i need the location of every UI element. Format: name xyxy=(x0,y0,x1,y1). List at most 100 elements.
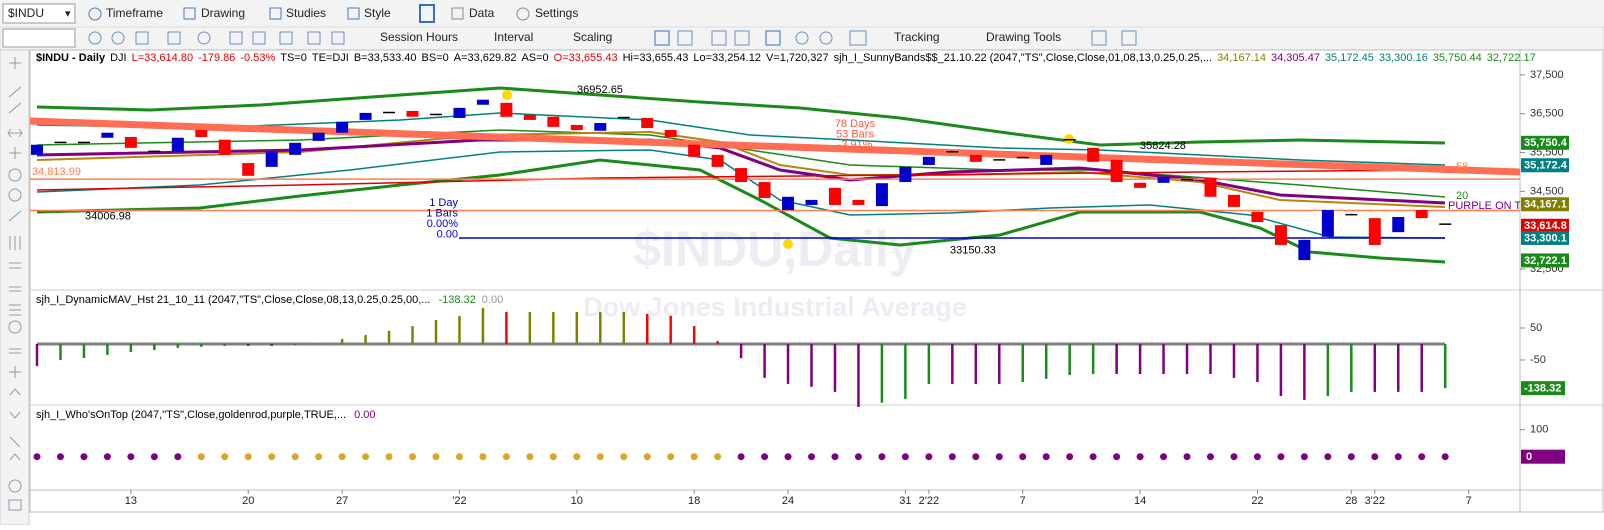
tool-icon[interactable] xyxy=(9,286,21,292)
ma-red xyxy=(36,169,1446,191)
candle xyxy=(805,199,818,205)
icon xyxy=(183,7,196,20)
tool-icon[interactable] xyxy=(9,57,21,69)
tool-icon[interactable] xyxy=(9,262,21,269)
menu-button[interactable]: Tracking xyxy=(894,30,940,44)
menu-button[interactable]: Timeframe xyxy=(106,6,163,20)
menu-button[interactable]: Scaling xyxy=(573,30,612,44)
tool-icon[interactable] xyxy=(8,210,22,222)
interval-box[interactable] xyxy=(2,28,76,48)
candle xyxy=(1251,211,1264,223)
header-field: V=1,720,327 xyxy=(766,52,829,64)
candle xyxy=(641,117,654,129)
menu-button[interactable]: Interval xyxy=(494,30,533,44)
candle xyxy=(594,123,607,131)
state-dot xyxy=(1183,453,1191,461)
tool-icon[interactable] xyxy=(9,304,21,316)
candle xyxy=(453,107,466,118)
state-dot xyxy=(1230,453,1238,461)
tool-icon[interactable] xyxy=(9,453,21,461)
icon xyxy=(1121,30,1137,46)
pane-value: -138.32 xyxy=(438,294,475,306)
tool-icon[interactable] xyxy=(8,320,22,334)
header-field: Hi=33,655.43 xyxy=(623,52,689,64)
band-upper xyxy=(36,86,1446,147)
header-field: 32,722.17 xyxy=(1487,52,1536,64)
tool-icon[interactable] xyxy=(9,236,21,250)
tool-icon[interactable] xyxy=(9,411,21,419)
tool-icon[interactable] xyxy=(8,168,22,182)
x-tick-label: 3'22 xyxy=(1365,495,1385,507)
measure-label: 78 Days xyxy=(835,118,876,130)
state-dot xyxy=(432,453,440,461)
candle xyxy=(782,196,795,210)
header-field: TE=DJI xyxy=(312,52,349,64)
menu-button[interactable]: Drawing Tools xyxy=(986,30,1061,44)
state-dot xyxy=(1394,453,1402,461)
tool-icon[interactable] xyxy=(7,128,23,138)
state-dot xyxy=(174,453,182,461)
menu-button[interactable]: Data xyxy=(469,6,495,20)
icon xyxy=(135,31,149,45)
candle xyxy=(664,130,677,137)
pane-value: 0.00 xyxy=(354,409,375,421)
icon xyxy=(347,7,360,20)
candle xyxy=(735,168,748,183)
menu-button[interactable]: Session Hours xyxy=(380,30,458,44)
tool-icon[interactable] xyxy=(8,479,22,493)
tool-icon[interactable] xyxy=(9,147,21,159)
price-box-label: 34,167.1 xyxy=(1524,199,1567,211)
menu-button[interactable]: Studies xyxy=(286,6,326,20)
state-dot xyxy=(338,453,346,461)
state-dot xyxy=(291,453,299,461)
icon xyxy=(677,30,693,46)
candle xyxy=(31,144,43,155)
signal-dot xyxy=(502,90,512,100)
toolbar-row2 xyxy=(0,26,1604,51)
tool-icon[interactable] xyxy=(8,102,22,114)
measure-label: 1 Day xyxy=(429,197,458,209)
candle xyxy=(1110,159,1123,183)
header-field: DJI xyxy=(110,52,127,64)
state-dot xyxy=(1066,453,1074,461)
menu-button[interactable]: Settings xyxy=(535,6,578,20)
tool-icon[interactable] xyxy=(8,499,22,511)
tool-icon[interactable] xyxy=(9,348,21,354)
state-dot xyxy=(948,453,956,461)
price-box xyxy=(1521,253,1569,268)
pane-value: 0.00 xyxy=(482,294,503,306)
state-dot xyxy=(479,453,487,461)
tool-icon[interactable] xyxy=(9,436,21,448)
state-dot xyxy=(1347,453,1355,461)
icon xyxy=(252,31,266,45)
price-box-label: 33,614.8 xyxy=(1524,220,1567,232)
dropdown-arrow: ▾ xyxy=(65,8,71,20)
level-label: 34006.98 xyxy=(85,210,131,222)
candle xyxy=(195,130,208,137)
tool-icon[interactable] xyxy=(9,366,21,378)
menu-button[interactable]: Drawing xyxy=(201,6,245,20)
state-dot xyxy=(103,453,111,461)
x-tick-label: 28 xyxy=(1345,495,1357,507)
header-field: Lo=33,254.12 xyxy=(693,52,761,64)
symbol-box[interactable] xyxy=(2,3,76,24)
candle xyxy=(1134,182,1147,188)
price-box-label: 32,722.1 xyxy=(1524,255,1567,267)
menu-button[interactable]: Style xyxy=(364,6,391,20)
state-dot xyxy=(596,453,604,461)
state-dot xyxy=(80,453,88,461)
candle xyxy=(1157,176,1170,183)
x-tick-label: 7 xyxy=(1466,495,1472,507)
tool-icon[interactable] xyxy=(9,388,21,396)
price-box xyxy=(1521,135,1569,150)
state-dot xyxy=(315,453,323,461)
header-field: O=33,655.43 xyxy=(554,52,618,64)
icon xyxy=(269,7,282,20)
watermark-subtitle: Dow Jones Industrial Average xyxy=(583,292,967,322)
state-dot xyxy=(1300,453,1308,461)
candle xyxy=(1040,154,1053,165)
icon xyxy=(1091,30,1107,46)
tool-icon[interactable] xyxy=(8,188,22,202)
tool-icon[interactable] xyxy=(8,86,22,98)
icon xyxy=(849,30,867,46)
